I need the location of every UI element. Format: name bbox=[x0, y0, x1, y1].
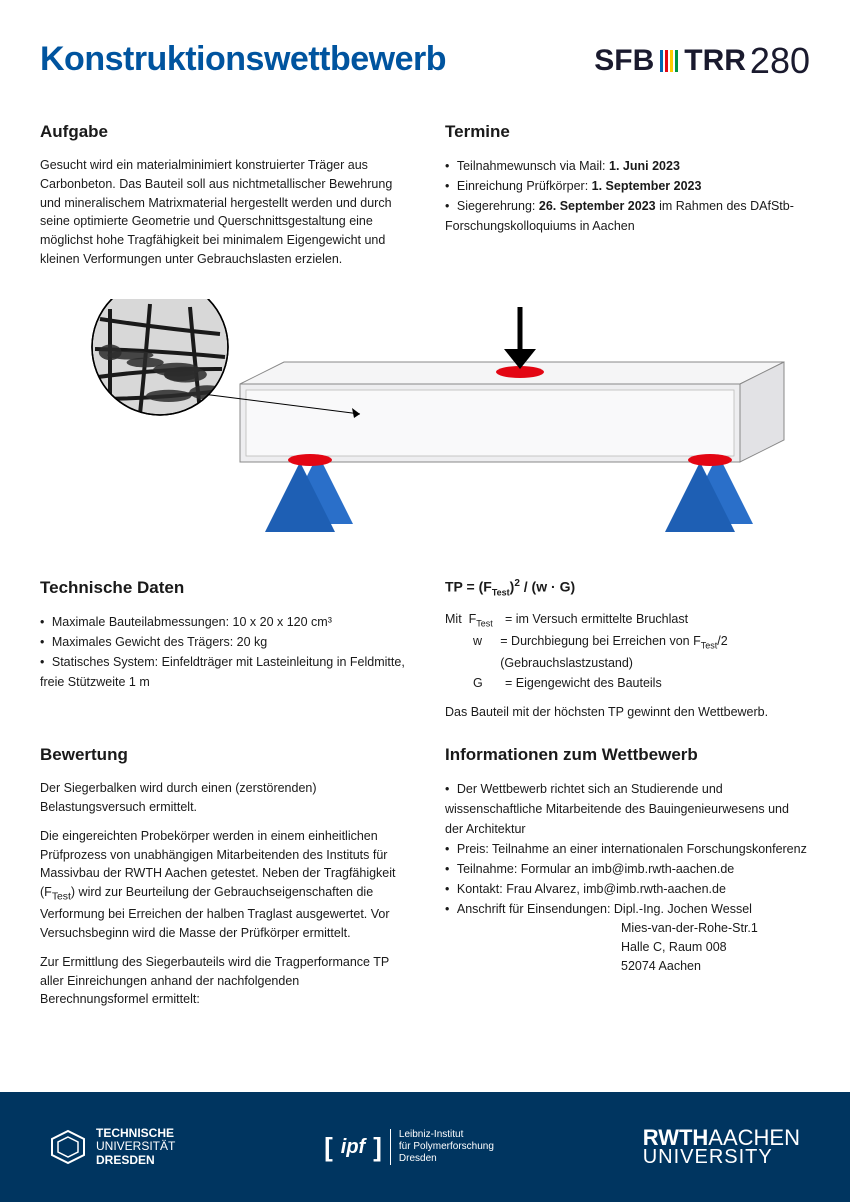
info-heading: Informationen zum Wettbewerb bbox=[445, 745, 810, 765]
ipf-logo: [ ipf ] Leibniz-Institut für Polymerfors… bbox=[324, 1129, 494, 1165]
aufgabe-heading: Aufgabe bbox=[40, 122, 405, 142]
ipf-l2: für Polymerforschung bbox=[399, 1141, 494, 1153]
rwth-l2: UNIVERSITY bbox=[643, 1148, 800, 1166]
aufgabe-text: Gesucht wird ein materialminimiert konst… bbox=[40, 156, 405, 269]
formula-definitions: Mit FTest= im Versuch ermittelte Bruchla… bbox=[445, 609, 810, 693]
info-list: Der Wettbewerb richtet sich an Studieren… bbox=[445, 779, 810, 919]
logo-bar bbox=[675, 50, 678, 72]
ipf-mark: ipf bbox=[341, 1136, 365, 1159]
tud-logo: TECHNISCHE UNIVERSITÄT DRESDEN bbox=[50, 1127, 175, 1167]
technische-daten-item: Maximale Bauteilabmessungen: 10 x 20 x 1… bbox=[40, 612, 405, 632]
technische-daten-item: Statisches System: Einfeldträger mit Las… bbox=[40, 652, 405, 692]
info-item: Teilnahme: Formular an imb@imb.rwth-aach… bbox=[445, 859, 810, 879]
formula: TP = (FTest)2 / (w · G) bbox=[445, 578, 810, 597]
beam-diagram bbox=[40, 299, 810, 554]
technische-daten-item: Maximales Gewicht des Trägers: 20 kg bbox=[40, 632, 405, 652]
bewertung-p2: Die eingereichten Probekörper werden in … bbox=[40, 827, 405, 943]
logo-bar bbox=[665, 50, 668, 72]
termine-list: Teilnahmewunsch via Mail: 1. Juni 2023Ei… bbox=[445, 156, 810, 236]
termine-item: Teilnahmewunsch via Mail: 1. Juni 2023 bbox=[445, 156, 810, 176]
mailing-address: Mies-van-der-Rohe-Str.1Halle C, Raum 008… bbox=[621, 919, 810, 975]
logo-number: 280 bbox=[750, 40, 810, 82]
technische-daten-list: Maximale Bauteilabmessungen: 10 x 20 x 1… bbox=[40, 612, 405, 692]
info-item: Preis: Teilnahme an einer internationale… bbox=[445, 839, 810, 859]
logo-bar bbox=[670, 50, 673, 72]
technische-daten-heading: Technische Daten bbox=[40, 578, 405, 598]
termine-item: Einreichung Prüfkörper: 1. September 202… bbox=[445, 176, 810, 196]
page-title: Konstruktionswettbewerb bbox=[40, 40, 446, 79]
tud-line3: DRESDEN bbox=[96, 1154, 175, 1167]
ipf-l3: Dresden bbox=[399, 1153, 494, 1165]
info-item: Der Wettbewerb richtet sich an Studieren… bbox=[445, 779, 810, 839]
info-item: Kontakt: Frau Alvarez, imb@imb.rwth-aach… bbox=[445, 879, 810, 899]
formula-closing: Das Bauteil mit der höchsten TP gewinnt … bbox=[445, 703, 810, 722]
bewertung-p1: Der Siegerbalken wird durch einen (zerst… bbox=[40, 779, 405, 817]
logo-bars bbox=[660, 50, 678, 72]
logo-trr-text: TRR bbox=[684, 44, 746, 78]
tud-icon bbox=[50, 1129, 86, 1165]
footer: TECHNISCHE UNIVERSITÄT DRESDEN [ ipf ] L… bbox=[0, 1092, 850, 1202]
termine-item: Siegerehrung: 26. September 2023 im Rahm… bbox=[445, 196, 810, 236]
logo-sfb-text: SFB bbox=[594, 44, 654, 78]
tud-line2: UNIVERSITÄT bbox=[96, 1140, 175, 1153]
rwth-logo: RWTHAACHEN UNIVERSITY bbox=[643, 1128, 800, 1166]
termine-heading: Termine bbox=[445, 122, 810, 142]
bewertung-heading: Bewertung bbox=[40, 745, 405, 765]
logo-bar bbox=[660, 50, 663, 72]
ipf-l1: Leibniz-Institut bbox=[399, 1129, 494, 1141]
header: Konstruktionswettbewerb SFB TRR 280 bbox=[40, 40, 810, 82]
bewertung-p3: Zur Ermittlung des Siegerbauteils wird d… bbox=[40, 953, 405, 1009]
sfb-trr-logo: SFB TRR 280 bbox=[594, 40, 810, 82]
info-item: Anschrift für Einsendungen: Dipl.-Ing. J… bbox=[445, 899, 810, 919]
